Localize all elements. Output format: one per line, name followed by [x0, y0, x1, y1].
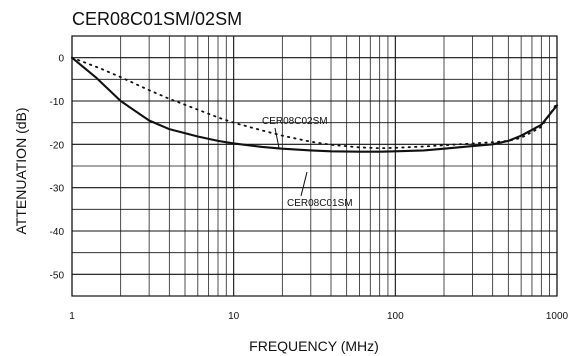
x-tick-label: 10	[228, 311, 240, 322]
y-tick-label: -10	[50, 97, 65, 108]
x-tick-label: 1000	[546, 311, 569, 322]
annotations-layer: CER08C02SM CER08C01SM	[262, 116, 353, 209]
cer08c02sm-annotation: CER08C02SM	[262, 116, 328, 127]
grid	[71, 35, 558, 297]
cer08c01sm-annotation-leader-line	[300, 171, 308, 197]
tick-labels: 1 10 100 1000 0 -10 -20 -30 -40 -50	[50, 54, 569, 322]
y-tick-label: -30	[50, 184, 65, 195]
y-tick-label: -40	[50, 227, 65, 238]
series-layer	[70, 56, 559, 153]
chart-title: CER08C01SM/02SM	[72, 9, 242, 29]
y-axis-title: ATTENUATION (dB)	[13, 107, 29, 234]
cer08c02sm-annotation-leader-line	[274, 127, 280, 149]
y-tick-label: 0	[58, 54, 64, 65]
y-tick-label: -50	[50, 270, 65, 281]
x-tick-label: 1	[69, 311, 75, 322]
x-axis-title: FREQUENCY (MHz)	[249, 338, 379, 354]
cer08c02sm-series-line	[71, 56, 558, 150]
cer08c01sm-series-line	[70, 56, 559, 153]
y-tick-label: -20	[50, 140, 65, 151]
x-tick-label: 100	[387, 311, 404, 322]
cer08c01sm-annotation: CER08C01SM	[287, 198, 353, 209]
